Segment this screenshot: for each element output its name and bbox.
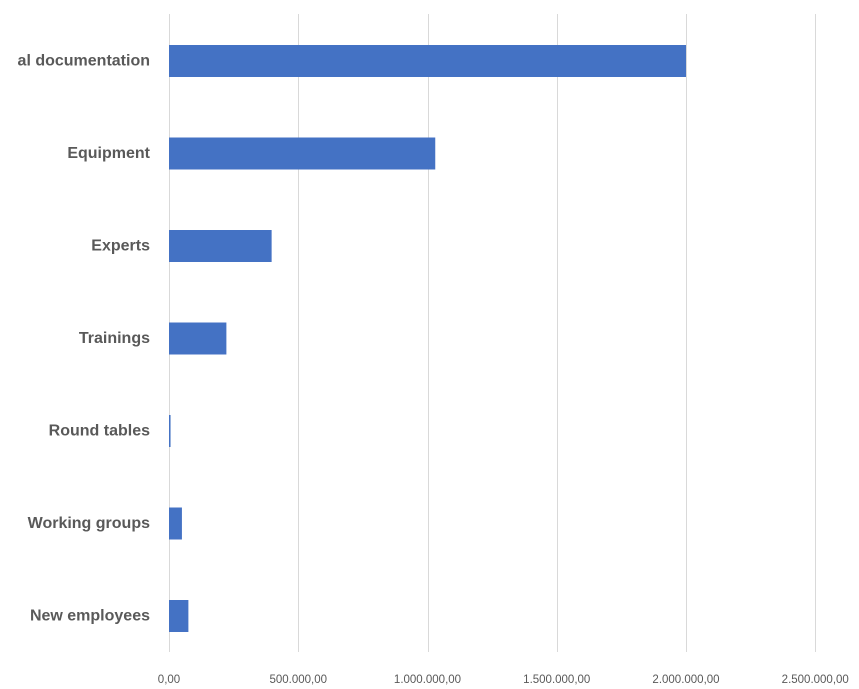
category-label: al documentation	[18, 53, 150, 70]
x-tick-label: 2.500.000,00	[782, 674, 849, 686]
bar	[169, 507, 182, 540]
category-label: Working groups	[28, 515, 150, 532]
x-axis-tick-labels: 0,00 500.000,00 1.000.000,00 1.500.000,00 2.…	[158, 674, 849, 686]
bar	[169, 415, 171, 447]
x-tick-label: 2.000.000,00	[652, 674, 719, 686]
x-tick-label: 0,00	[158, 674, 180, 686]
x-tick-label: 1.000.000,00	[394, 674, 461, 686]
category-label: New employees	[30, 608, 150, 625]
bars	[169, 45, 686, 632]
bar	[169, 600, 189, 632]
category-labels: al documentation Equipment Experts Training…	[18, 53, 151, 625]
category-label: Experts	[91, 238, 150, 255]
x-tick-label: 1.500.000,00	[523, 674, 590, 686]
gridlines	[169, 14, 816, 652]
category-label: Equipment	[67, 145, 150, 162]
bar	[169, 137, 436, 170]
bar	[169, 45, 686, 77]
x-tick-label: 500.000,00	[269, 674, 327, 686]
bar	[169, 230, 272, 262]
category-label: Trainings	[79, 330, 150, 347]
bar	[169, 322, 227, 355]
category-label: Round tables	[49, 423, 150, 440]
